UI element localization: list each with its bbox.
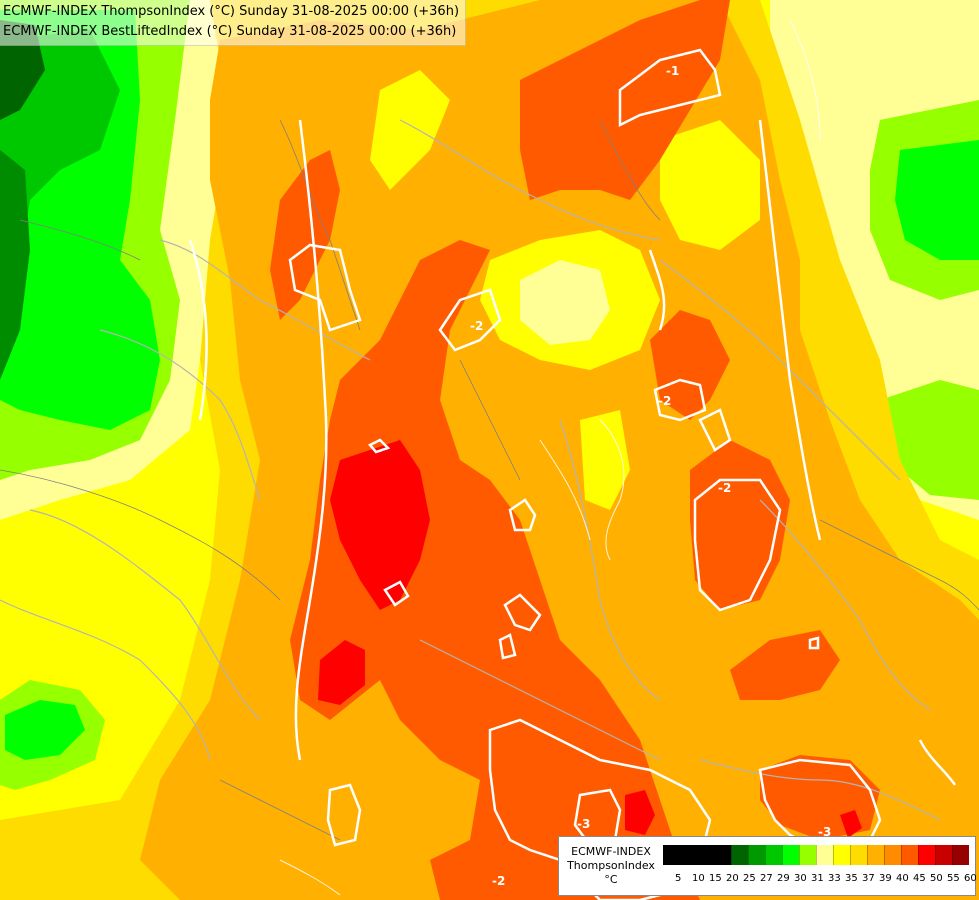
field-red-core-south	[318, 640, 365, 705]
legend-swatch	[714, 845, 731, 865]
legend-tick-label: 39	[879, 873, 892, 884]
field-yellow-north	[370, 70, 450, 190]
contour-label: -2	[492, 874, 505, 888]
legend-swatch	[918, 845, 935, 865]
legend-tick-label: 31	[811, 873, 824, 884]
field-red-core-se	[625, 790, 655, 835]
field-darkgreen-west2	[0, 150, 30, 380]
map-title-thompson: ECMWF-INDEX ThompsonIndex (°C) Sunday 31…	[3, 4, 460, 19]
contour-label: -2	[470, 319, 483, 333]
field-green-west	[0, 30, 120, 340]
legend-tick-label: 50	[930, 873, 943, 884]
contour-label: -2	[718, 481, 731, 495]
legend-swatch	[680, 845, 697, 865]
legend-tick-label: 60	[964, 873, 977, 884]
legend-label: ECMWF-INDEX ThompsonIndex °C	[563, 845, 659, 887]
field-pale-yellow-center	[520, 260, 610, 345]
contour-label: -3	[818, 825, 831, 839]
map-title-lifted: ECMWF-INDEX BestLiftedIndex (°C) Sunday …	[3, 24, 457, 39]
legend-tick-label: 20	[726, 873, 739, 884]
legend-swatch	[952, 845, 969, 865]
legend-tick-label: 29	[777, 873, 790, 884]
legend-swatch	[850, 845, 867, 865]
legend-swatch	[935, 845, 952, 865]
legend-swatch	[816, 845, 833, 865]
legend-swatch	[748, 845, 765, 865]
legend-tick-label: 35	[845, 873, 858, 884]
legend-swatch	[782, 845, 799, 865]
region-borders	[0, 119, 979, 841]
legend-ticks: 5 10 15 20 25 27 29 30 31 33 35 37 39 40 45 50 55 60	[663, 873, 979, 885]
legend-swatches	[663, 845, 969, 865]
legend-tick-label: 5	[675, 873, 682, 884]
legend-tick-label: 25	[743, 873, 756, 884]
legend-tick-label: 27	[760, 873, 773, 884]
legend-tick-label: 33	[828, 873, 841, 884]
contour-label: -3	[577, 817, 590, 831]
field-redorange-west-arm	[270, 150, 340, 320]
field-yellow-ne	[660, 120, 760, 250]
legend-model: ECMWF-INDEX	[571, 845, 651, 858]
contour-label: -1	[666, 64, 679, 78]
legend-tick-label: 40	[896, 873, 909, 884]
field-red-core-se2	[840, 810, 862, 838]
legend-unit: °C	[604, 873, 618, 886]
field-yellow-east-mid	[580, 410, 630, 510]
legend-swatch	[867, 845, 884, 865]
contour-label: -2	[658, 394, 671, 408]
thompson-thin-contours	[279, 19, 821, 896]
legend-swatch	[697, 845, 714, 865]
legend-swatch	[765, 845, 782, 865]
legend-swatch	[799, 845, 816, 865]
field-red-core-north	[330, 440, 430, 610]
legend-swatch	[663, 845, 680, 865]
field-lime-east	[895, 140, 979, 260]
field-lime-sw	[5, 700, 85, 760]
legend-tick-label: 37	[862, 873, 875, 884]
legend-swatch	[884, 845, 901, 865]
legend-swatch	[731, 845, 748, 865]
contour-labels: -1 -2 -2 -2 -3 -3 -2	[470, 64, 831, 888]
field-redorange-north	[520, 0, 730, 200]
color-legend: ECMWF-INDEX ThompsonIndex °C 5 10 15 20 25 27…	[558, 836, 979, 896]
field-redorange-east	[650, 310, 730, 420]
legend-swatch	[833, 845, 850, 865]
legend-tick-label: 10	[692, 873, 705, 884]
field-redorange-main	[290, 240, 700, 900]
legend-tick-label: 55	[947, 873, 960, 884]
legend-swatch	[901, 845, 918, 865]
map-title-box: ECMWF-INDEX ThompsonIndex (°C) Sunday 31…	[0, 0, 467, 46]
legend-parameter: ThompsonIndex	[567, 859, 655, 872]
country-borders	[0, 119, 941, 821]
legend-tick-label: 45	[913, 873, 926, 884]
legend-tick-label: 30	[794, 873, 807, 884]
legend-tick-label: 15	[709, 873, 722, 884]
